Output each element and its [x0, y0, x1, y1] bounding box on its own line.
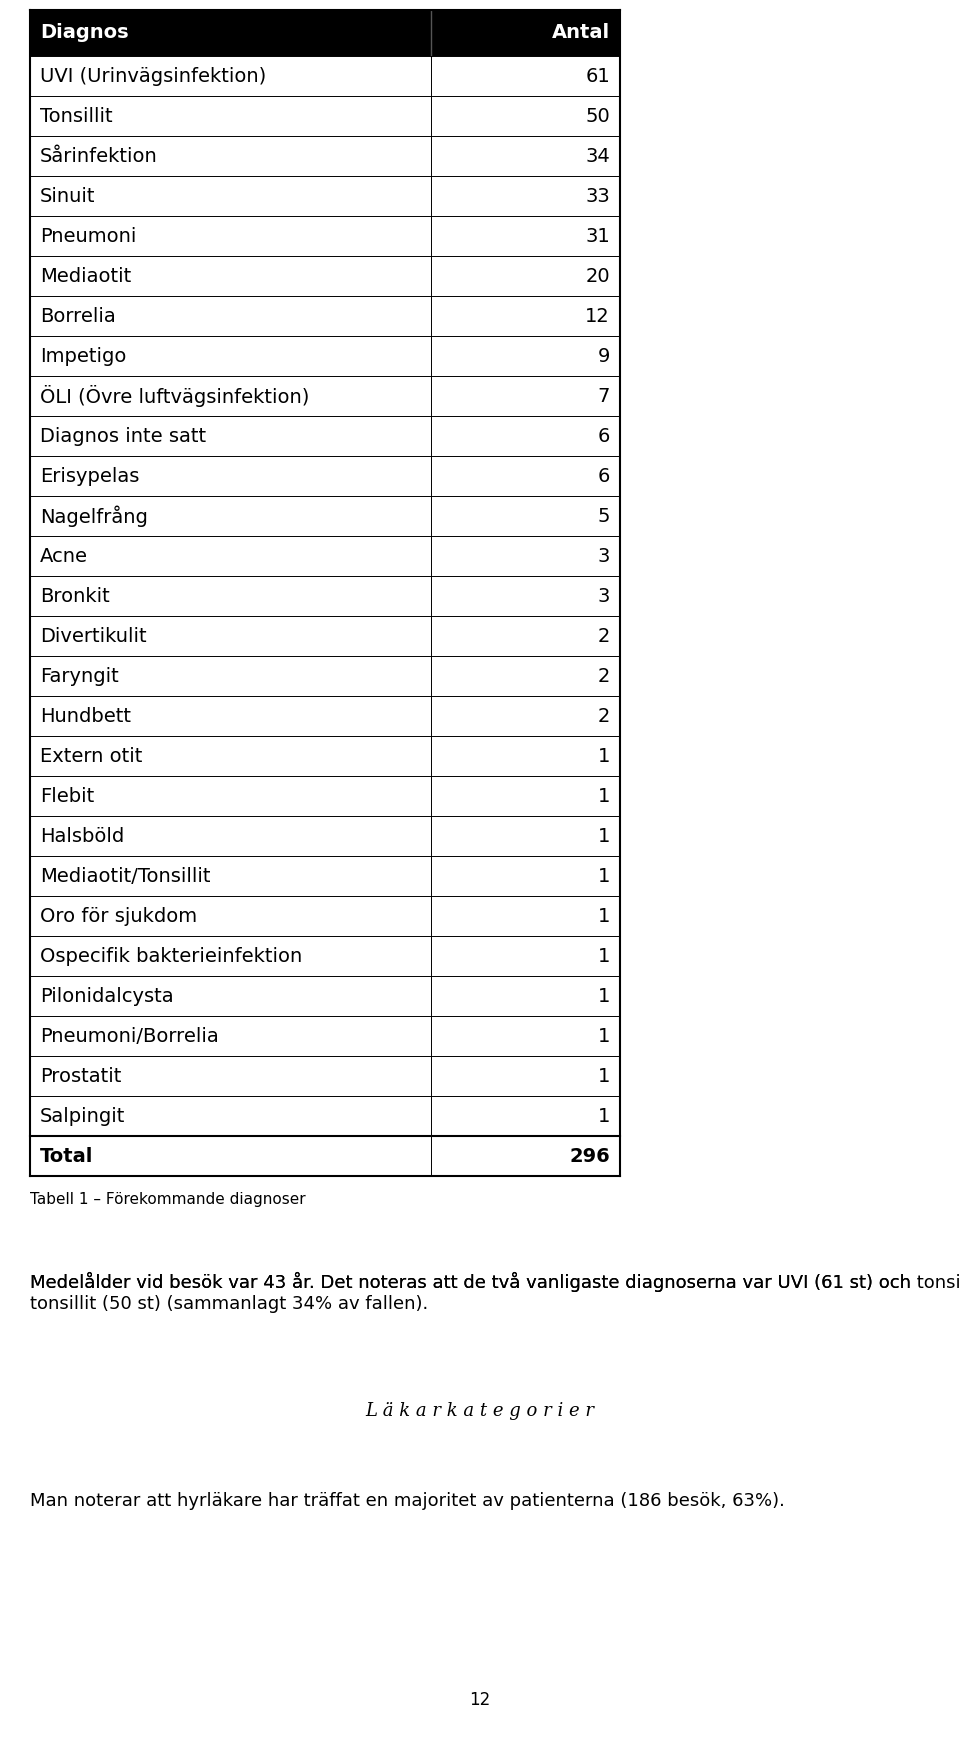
Bar	[30, 496, 620, 536]
Bar	[30, 336, 620, 376]
Text: Mediaotit: Mediaotit	[40, 266, 132, 285]
Bar	[30, 696, 620, 736]
Bar	[30, 1136, 620, 1176]
Text: Mediaotit/Tonsillit: Mediaotit/Tonsillit	[40, 866, 210, 885]
Text: Sårinfektion: Sårinfektion	[40, 146, 157, 165]
Text: 1: 1	[598, 746, 610, 765]
Text: UVI (Urinvägsinfektion): UVI (Urinvägsinfektion)	[40, 66, 266, 85]
Text: Diagnos inte satt: Diagnos inte satt	[40, 426, 206, 445]
Text: Tonsillit: Tonsillit	[40, 106, 112, 125]
Bar	[30, 816, 620, 856]
Text: 2: 2	[598, 706, 610, 725]
Text: Borrelia: Borrelia	[40, 306, 116, 325]
Text: 1: 1	[598, 826, 610, 845]
Text: Sinuit: Sinuit	[40, 186, 95, 205]
Text: Flebit: Flebit	[40, 786, 94, 805]
Text: Ospecifik bakterieinfektion: Ospecifik bakterieinfektion	[40, 946, 302, 965]
Text: Divertikulit: Divertikulit	[40, 626, 147, 645]
Text: L ä k a r k a t e g o r i e r: L ä k a r k a t e g o r i e r	[366, 1402, 594, 1421]
Bar	[30, 1016, 620, 1056]
Bar	[30, 936, 620, 976]
Bar	[30, 416, 620, 456]
Bar	[30, 456, 620, 496]
Text: 1: 1	[598, 1066, 610, 1085]
Bar	[30, 136, 620, 176]
Bar	[30, 536, 620, 576]
Text: Acne: Acne	[40, 546, 88, 565]
Text: 33: 33	[586, 186, 610, 205]
Text: Erisypelas: Erisypelas	[40, 466, 139, 485]
Text: Halsböld: Halsböld	[40, 826, 124, 845]
Bar	[30, 856, 620, 896]
Text: Tabell 1 – Förekommande diagnoser: Tabell 1 – Förekommande diagnoser	[30, 1191, 305, 1207]
Bar	[30, 56, 620, 96]
Text: 1: 1	[598, 866, 610, 885]
Text: 9: 9	[598, 346, 610, 365]
Text: Medelålder vid besök var 43 år. Det noteras att de två vanligaste diagnoserna va: Medelålder vid besök var 43 år. Det note…	[30, 1271, 960, 1292]
Text: 1: 1	[598, 786, 610, 805]
Text: Oro för sjukdom: Oro för sjukdom	[40, 906, 197, 925]
Text: 12: 12	[469, 1690, 491, 1709]
Text: Man noterar att hyrläkare har träffat en majoritet av patienterna (186 besök, 63: Man noterar att hyrläkare har träffat en…	[30, 1492, 785, 1509]
Bar	[30, 10, 620, 56]
Text: 1: 1	[598, 986, 610, 1005]
Text: Nagelfrång: Nagelfrång	[40, 506, 148, 527]
Text: Faryngit: Faryngit	[40, 666, 119, 685]
Text: Extern otit: Extern otit	[40, 746, 142, 765]
Text: ÖLI (Övre luftvägsinfektion): ÖLI (Övre luftvägsinfektion)	[40, 384, 309, 407]
Text: 1: 1	[598, 1106, 610, 1125]
Bar	[30, 216, 620, 256]
Text: 7: 7	[598, 386, 610, 405]
Text: 12: 12	[586, 306, 610, 325]
Text: Pilonidalcysta: Pilonidalcysta	[40, 986, 174, 1005]
Text: 6: 6	[598, 426, 610, 445]
Text: Bronkit: Bronkit	[40, 586, 109, 605]
Text: 2: 2	[598, 666, 610, 685]
Text: Pneumoni/Borrelia: Pneumoni/Borrelia	[40, 1026, 219, 1045]
Text: 50: 50	[586, 106, 610, 125]
Bar	[30, 176, 620, 216]
Bar	[30, 776, 620, 816]
Bar	[30, 96, 620, 136]
Bar	[30, 256, 620, 296]
Bar	[30, 296, 620, 336]
Bar	[30, 896, 620, 936]
Text: Antal: Antal	[552, 24, 610, 42]
Text: 3: 3	[598, 546, 610, 565]
Text: 2: 2	[598, 626, 610, 645]
Bar	[30, 656, 620, 696]
Bar	[30, 976, 620, 1016]
Text: 61: 61	[586, 66, 610, 85]
Bar	[30, 1056, 620, 1096]
Text: 5: 5	[597, 506, 610, 525]
Bar	[30, 576, 620, 616]
Bar	[30, 616, 620, 656]
Bar	[30, 1096, 620, 1136]
Text: Total: Total	[40, 1146, 93, 1165]
Text: Diagnos: Diagnos	[40, 24, 129, 42]
Text: Hundbett: Hundbett	[40, 706, 131, 725]
Text: 3: 3	[598, 586, 610, 605]
Text: 1: 1	[598, 1026, 610, 1045]
Text: 34: 34	[586, 146, 610, 165]
Text: 20: 20	[586, 266, 610, 285]
Text: Medelålder vid besök var 43 år. Det noteras att de två vanligaste diagnoserna va: Medelålder vid besök var 43 år. Det note…	[30, 1271, 911, 1313]
Text: Impetigo: Impetigo	[40, 346, 127, 365]
Bar	[30, 736, 620, 776]
Text: 6: 6	[598, 466, 610, 485]
Text: 1: 1	[598, 906, 610, 925]
Bar	[30, 376, 620, 416]
Text: Pneumoni: Pneumoni	[40, 226, 136, 245]
Text: 296: 296	[569, 1146, 610, 1165]
Text: 1: 1	[598, 946, 610, 965]
Text: Salpingit: Salpingit	[40, 1106, 126, 1125]
Text: Prostatit: Prostatit	[40, 1066, 121, 1085]
Text: 31: 31	[586, 226, 610, 245]
